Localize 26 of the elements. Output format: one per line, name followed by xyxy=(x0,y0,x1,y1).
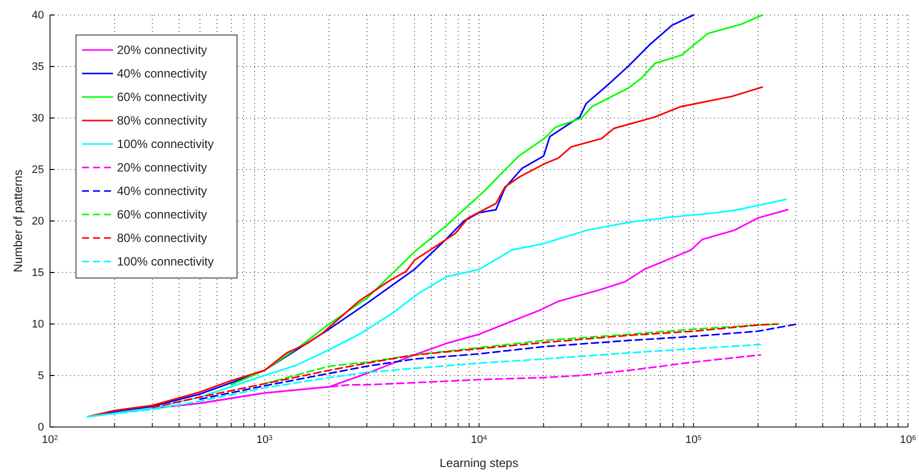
y-tick-label: 5 xyxy=(38,370,44,382)
x-tick-label: 10$^{3}$ xyxy=(256,434,273,446)
legend-label: 20% connectivity xyxy=(117,43,208,57)
x-axis-title: Learning steps xyxy=(440,456,518,470)
y-tick-label: 30 xyxy=(32,112,44,125)
legend-label: 100% connectivity xyxy=(117,137,214,151)
legend-label: 40% connectivity xyxy=(117,184,208,198)
legend-label: 80% connectivity xyxy=(117,231,208,245)
y-tick-label: 20 xyxy=(32,216,44,228)
legend-label: 20% connectivity xyxy=(117,160,208,174)
x-tick-label: 10$^{4}$ xyxy=(470,434,488,446)
y-tick-label: 35 xyxy=(32,61,44,74)
legend-label: 60% connectivity xyxy=(117,208,208,222)
x-tick-label: 10$^{6}$ xyxy=(900,434,916,446)
x-tick-label: 10$^{5}$ xyxy=(685,434,702,446)
y-tick-label: 40 xyxy=(32,10,44,22)
y-tick-label: 15 xyxy=(32,267,44,280)
x-tick-label: 10$^{2}$ xyxy=(42,434,58,446)
legend-label: 60% connectivity xyxy=(117,90,208,104)
legend-label: 80% connectivity xyxy=(117,114,208,128)
y-axis-title: Number of patterns xyxy=(11,170,25,272)
y-tick-label: 10 xyxy=(32,318,44,331)
legend-label: 100% connectivity xyxy=(117,254,214,268)
y-tick-label: 25 xyxy=(32,164,44,176)
legend-label: 40% connectivity xyxy=(117,66,208,80)
y-tick-label: 0 xyxy=(38,422,44,434)
